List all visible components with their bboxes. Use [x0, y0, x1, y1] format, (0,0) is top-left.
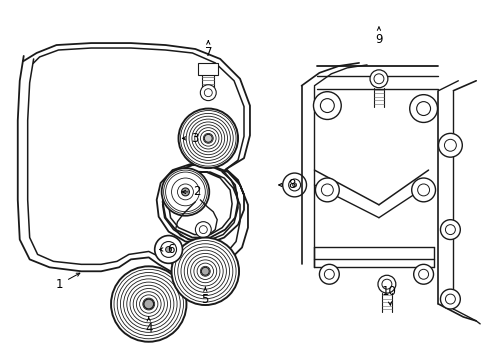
- Circle shape: [162, 168, 209, 216]
- Text: 4: 4: [145, 317, 152, 336]
- Text: 2: 2: [182, 185, 201, 198]
- Circle shape: [438, 133, 461, 157]
- Circle shape: [411, 178, 435, 202]
- Circle shape: [377, 275, 395, 293]
- Circle shape: [111, 266, 186, 342]
- Circle shape: [171, 238, 239, 305]
- Text: 10: 10: [381, 285, 395, 305]
- Circle shape: [292, 183, 296, 187]
- Text: 8: 8: [278, 179, 295, 192]
- FancyBboxPatch shape: [198, 63, 218, 75]
- Circle shape: [282, 173, 306, 197]
- Circle shape: [165, 247, 171, 252]
- Circle shape: [181, 188, 189, 196]
- Circle shape: [313, 92, 341, 120]
- Text: 5: 5: [201, 287, 208, 306]
- Circle shape: [204, 134, 212, 142]
- Circle shape: [369, 70, 387, 88]
- Circle shape: [440, 220, 459, 239]
- Circle shape: [195, 222, 211, 238]
- Circle shape: [143, 299, 153, 309]
- Text: 7: 7: [204, 41, 212, 59]
- Circle shape: [440, 289, 459, 309]
- Circle shape: [154, 235, 182, 264]
- Circle shape: [178, 109, 238, 168]
- Circle shape: [319, 264, 339, 284]
- Circle shape: [413, 264, 433, 284]
- Text: 3: 3: [182, 132, 198, 145]
- Text: 1: 1: [56, 273, 80, 291]
- Text: 6: 6: [159, 243, 174, 256]
- Circle shape: [409, 95, 437, 122]
- Text: 9: 9: [374, 27, 382, 46]
- Circle shape: [315, 178, 339, 202]
- Circle shape: [200, 85, 216, 100]
- Circle shape: [201, 267, 209, 275]
